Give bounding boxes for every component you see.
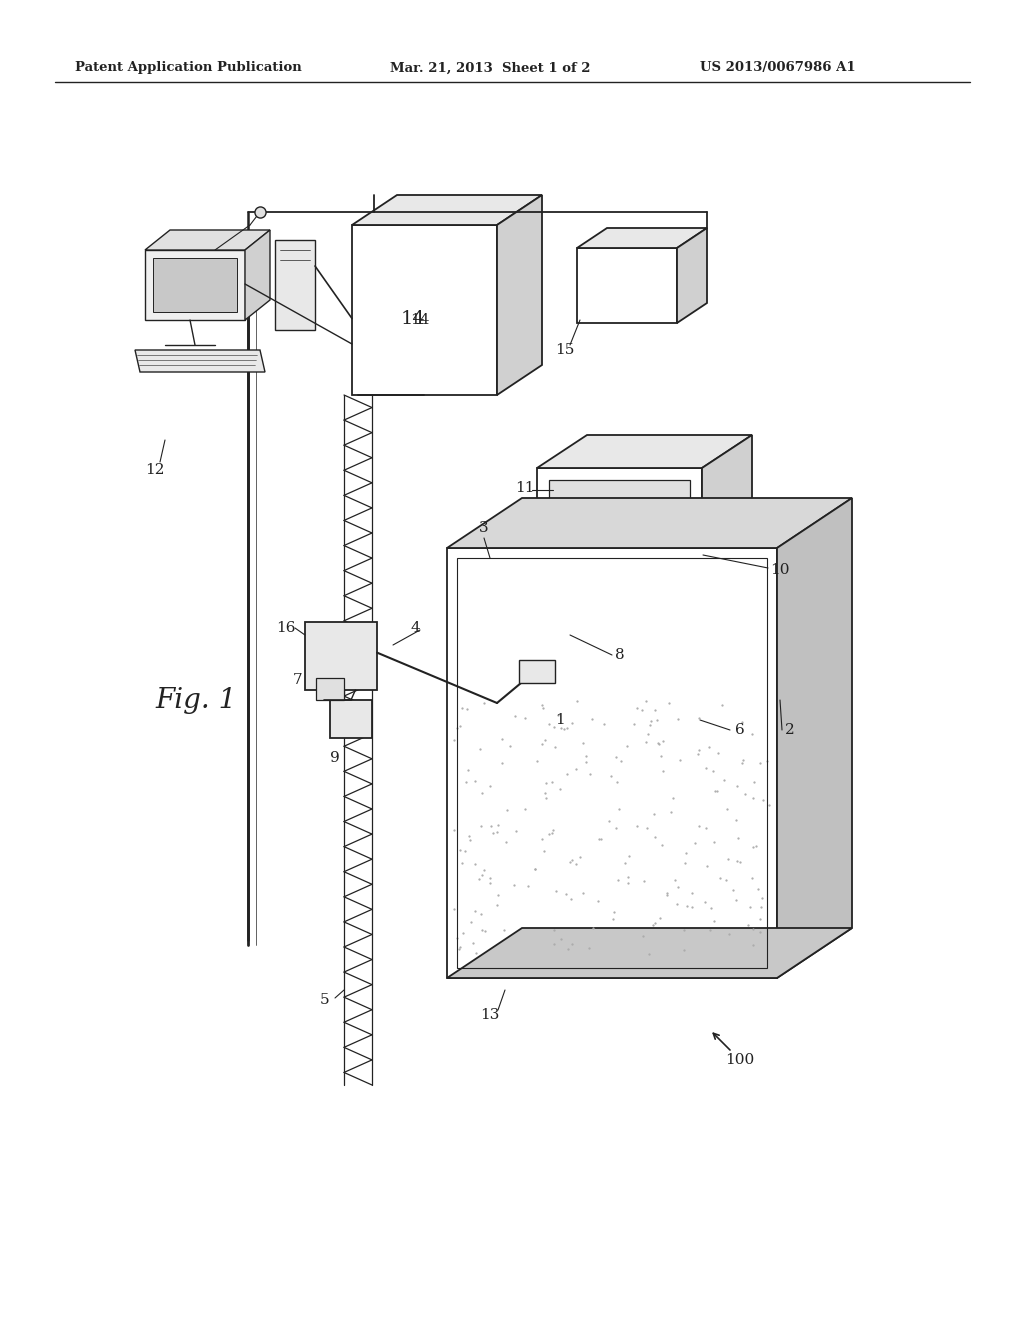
Text: Patent Application Publication: Patent Application Publication <box>75 62 302 74</box>
Polygon shape <box>447 928 852 978</box>
Text: US 2013/0067986 A1: US 2013/0067986 A1 <box>700 62 856 74</box>
Text: 13: 13 <box>480 1008 500 1022</box>
Polygon shape <box>519 660 555 682</box>
Bar <box>549 480 690 550</box>
Text: 15: 15 <box>555 343 574 356</box>
Polygon shape <box>352 224 497 395</box>
Polygon shape <box>577 248 677 323</box>
Polygon shape <box>447 548 777 978</box>
Polygon shape <box>275 240 315 330</box>
Text: 6: 6 <box>735 723 744 737</box>
Polygon shape <box>497 195 542 395</box>
Polygon shape <box>577 228 707 248</box>
Text: 7: 7 <box>293 673 303 686</box>
Text: 1: 1 <box>555 713 565 727</box>
Text: 14: 14 <box>411 313 430 327</box>
Text: 2: 2 <box>785 723 795 737</box>
Text: 9: 9 <box>330 751 340 766</box>
Text: 5: 5 <box>321 993 330 1007</box>
Text: Mar. 21, 2013  Sheet 1 of 2: Mar. 21, 2013 Sheet 1 of 2 <box>390 62 591 74</box>
Bar <box>153 257 237 312</box>
Text: 12: 12 <box>145 463 165 477</box>
Bar <box>316 678 344 700</box>
Text: Fig. 1: Fig. 1 <box>155 686 237 714</box>
Text: 16: 16 <box>276 620 296 635</box>
Text: 4: 4 <box>411 620 420 635</box>
Polygon shape <box>777 498 852 978</box>
Polygon shape <box>352 195 542 224</box>
Polygon shape <box>677 228 707 323</box>
Text: 10: 10 <box>770 564 790 577</box>
Polygon shape <box>135 350 265 372</box>
Polygon shape <box>702 436 752 564</box>
Text: 3: 3 <box>479 521 488 535</box>
Polygon shape <box>537 436 752 469</box>
Bar <box>457 558 767 968</box>
Bar <box>330 700 372 738</box>
Polygon shape <box>145 249 245 319</box>
Polygon shape <box>245 230 270 319</box>
Bar <box>305 622 377 690</box>
Text: 8: 8 <box>615 648 625 663</box>
Polygon shape <box>145 230 270 249</box>
Polygon shape <box>537 469 702 564</box>
Text: 14: 14 <box>400 309 425 327</box>
Polygon shape <box>447 498 852 548</box>
Text: 11: 11 <box>515 480 535 495</box>
Text: 100: 100 <box>725 1053 755 1067</box>
